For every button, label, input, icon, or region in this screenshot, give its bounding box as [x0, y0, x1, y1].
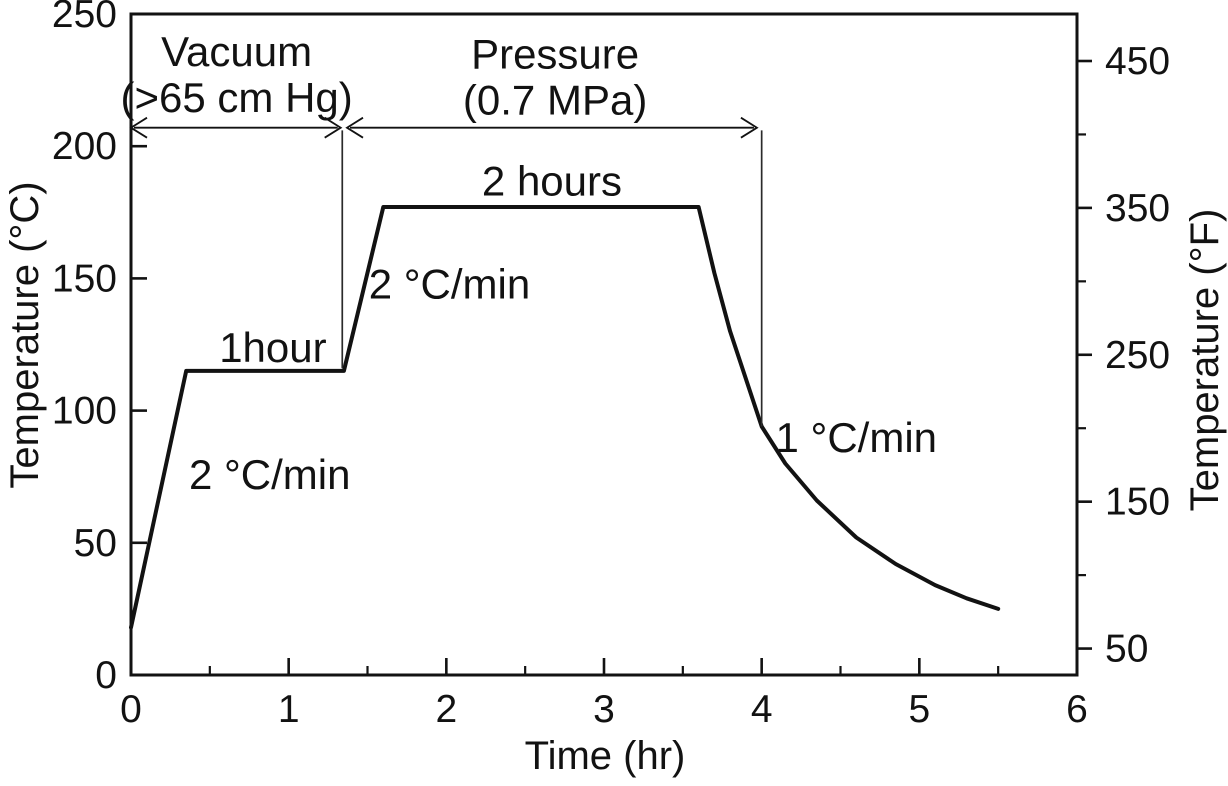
x-axis-title: Time (hr): [524, 734, 686, 778]
x-tick-label: 3: [593, 688, 615, 731]
pressure-span-arrow-head: [740, 116, 759, 139]
y-left-tick-label: 200: [52, 125, 117, 168]
x-tick-label: 1: [278, 688, 300, 731]
vacuum-span-arrow-head: [129, 116, 148, 139]
vacuum-label: (>65 cm Hg): [121, 74, 353, 121]
y-right-tick-label: 150: [1105, 481, 1170, 524]
y-axis-title-left: Temperature (°C): [3, 181, 47, 489]
cooldown-rate-label: 1 °C/min: [776, 414, 938, 461]
x-tick-label: 6: [1066, 688, 1088, 731]
x-tick-label: 5: [908, 688, 930, 731]
y-left-tick-label: 0: [95, 654, 117, 697]
y-right-tick-label: 50: [1105, 628, 1148, 671]
vacuum-label: Vacuum: [161, 28, 312, 75]
y-right-tick-label: 450: [1105, 40, 1170, 83]
x-tick-label: 2: [435, 688, 457, 731]
x-tick-label: 4: [751, 688, 773, 731]
y-left-tick-label: 100: [52, 390, 117, 433]
y-left-tick-label: 250: [52, 0, 117, 36]
pressure-label: (0.7 MPa): [463, 77, 647, 124]
ramp1-rate-label: 2 °C/min: [189, 451, 351, 498]
x-tick-label: 0: [120, 688, 142, 731]
y-right-tick-label: 250: [1105, 334, 1170, 377]
pressure-span-arrow-head: [345, 116, 364, 139]
y-right-tick-label: 350: [1105, 187, 1170, 230]
y-left-tick-label: 50: [74, 522, 117, 565]
y-left-tick-label: 150: [52, 257, 117, 300]
vacuum-span-arrow-head: [324, 116, 343, 139]
dwell-2hours-label: 2 hours: [482, 158, 622, 205]
y-axis-title-right: Temperature (°F): [1183, 208, 1227, 512]
pressure-label: Pressure: [471, 31, 639, 78]
temperature-curve: [129, 205, 1001, 630]
dwell-1hour-label: 1hour: [219, 324, 326, 371]
ramp2-rate-label: 2 °C/min: [369, 261, 531, 308]
